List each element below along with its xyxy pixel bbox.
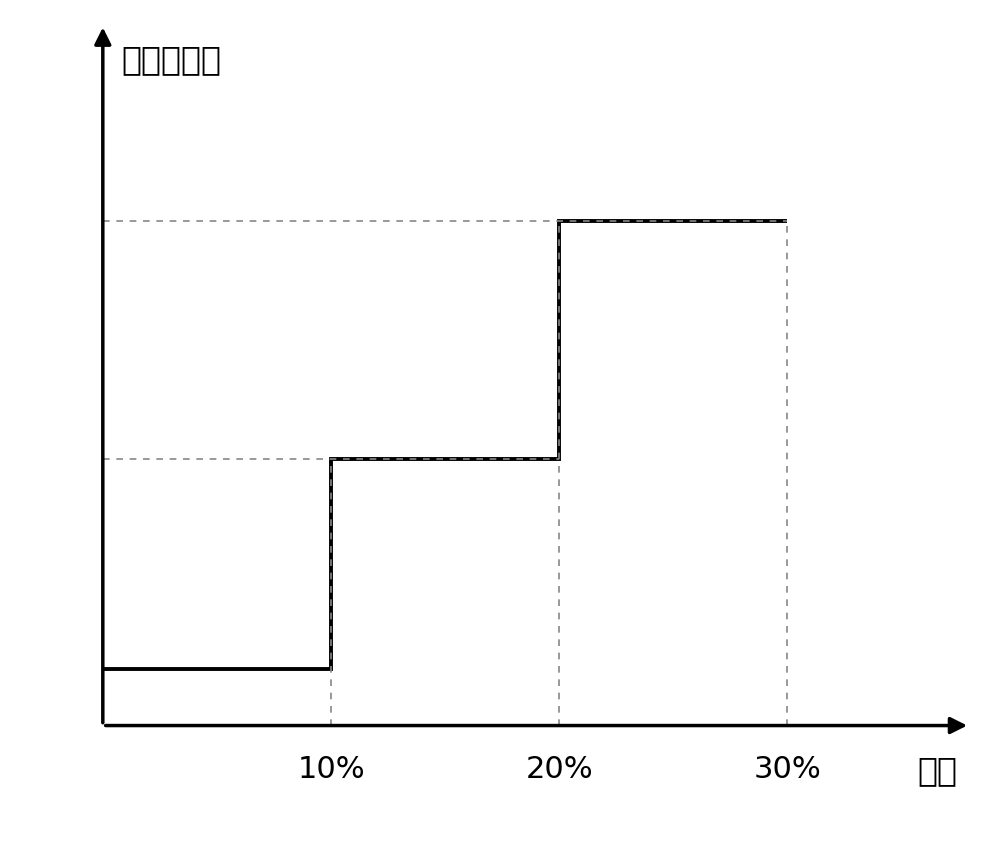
Text: 30%: 30% [754, 754, 821, 783]
Text: 10%: 10% [297, 754, 365, 783]
Text: 驻车夹紧力: 驻车夹紧力 [121, 44, 221, 76]
Text: 20%: 20% [525, 754, 593, 783]
Text: 坡度: 坡度 [917, 754, 957, 786]
